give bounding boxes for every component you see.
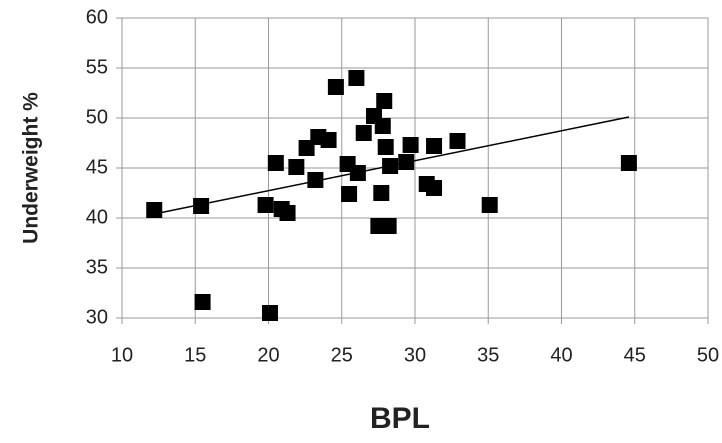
point xyxy=(267,155,284,171)
point xyxy=(261,305,278,321)
y-tick-label: 55 xyxy=(86,56,108,78)
point xyxy=(288,159,305,175)
point xyxy=(349,165,366,181)
point xyxy=(257,197,274,213)
point xyxy=(377,139,394,155)
point xyxy=(402,137,419,153)
point xyxy=(320,132,337,148)
point xyxy=(307,172,324,188)
y-tick-label: 50 xyxy=(86,106,108,128)
point xyxy=(373,185,390,201)
y-tick-label: 45 xyxy=(86,156,108,178)
point xyxy=(398,154,415,170)
point xyxy=(620,155,637,171)
y-tick-label: 30 xyxy=(86,306,108,328)
point xyxy=(355,125,372,141)
x-tick-label: 45 xyxy=(624,344,646,366)
point xyxy=(348,70,365,86)
point xyxy=(380,218,397,234)
x-tick-label: 15 xyxy=(184,344,206,366)
point xyxy=(279,205,296,221)
x-tick-label: 30 xyxy=(404,344,426,366)
x-tick-label: 40 xyxy=(550,344,572,366)
point xyxy=(382,158,399,174)
y-tick-label: 40 xyxy=(86,206,108,228)
y-axis-label: Underweight % xyxy=(20,92,43,244)
point xyxy=(426,180,443,196)
point xyxy=(449,133,466,149)
point xyxy=(194,294,211,310)
point xyxy=(193,198,210,214)
x-tick-label: 35 xyxy=(477,344,499,366)
point xyxy=(327,79,344,95)
y-tick-label: 35 xyxy=(86,256,108,278)
point xyxy=(374,118,391,134)
point xyxy=(481,197,498,213)
x-tick-label: 50 xyxy=(697,344,719,366)
point xyxy=(341,186,358,202)
x-axis-label: BPL xyxy=(370,402,430,435)
point xyxy=(376,93,393,109)
y-tick-label: 60 xyxy=(86,6,108,28)
point xyxy=(426,138,443,154)
point xyxy=(146,202,163,218)
x-tick-label: 10 xyxy=(111,344,133,366)
x-tick-label: 25 xyxy=(331,344,353,366)
x-tick-label: 20 xyxy=(257,344,279,366)
